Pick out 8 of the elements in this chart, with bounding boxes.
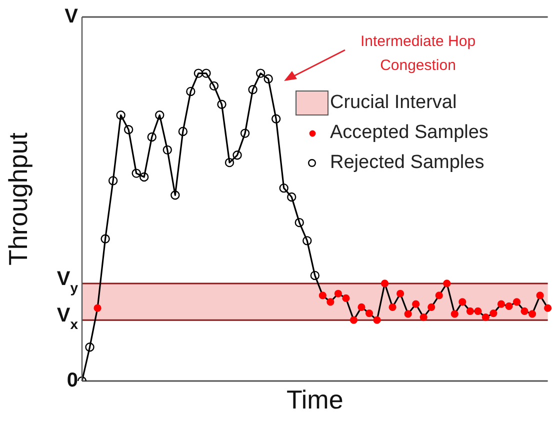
legend-label: Crucial Interval: [330, 92, 457, 114]
ref-line-label: V: [64, 6, 79, 28]
annotation: Rejected Samples: [330, 152, 484, 174]
ref-line-label: 0: [66, 370, 78, 392]
x-axis-title: Time: [286, 384, 344, 415]
annotation: Accepted Samples: [330, 122, 488, 144]
y-axis-title: Throughput: [2, 132, 33, 266]
annotation: Intermediate Hop Congestion: [360, 33, 476, 74]
